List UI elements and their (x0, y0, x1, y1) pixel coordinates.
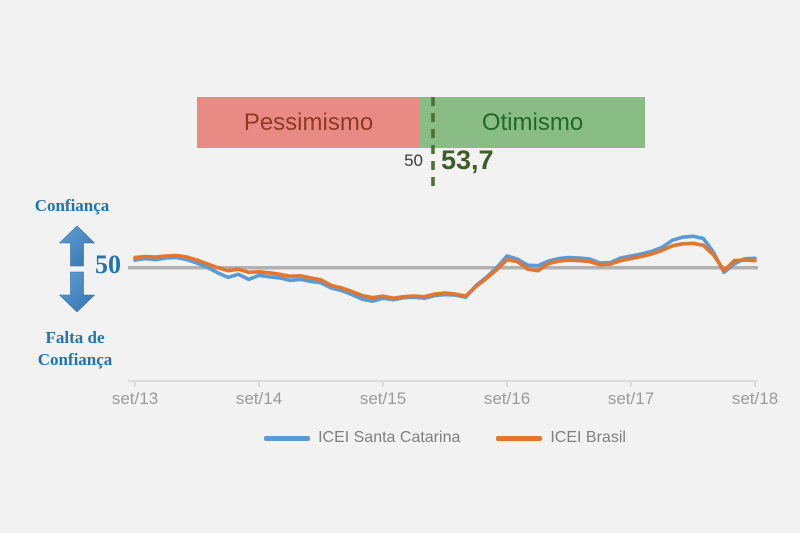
optimism-bar: Otimismo (420, 97, 645, 148)
trend-chart (128, 234, 758, 303)
x-axis-tick (506, 380, 508, 387)
legend-item-brasil: ICEI Brasil (496, 429, 626, 447)
x-axis-line (128, 380, 758, 382)
optimism-label: Otimismo (481, 108, 584, 136)
legend-swatch-santa-catarina (264, 435, 311, 441)
legend-swatch-brasil (496, 435, 543, 441)
series-line-icei-brasil (133, 241, 757, 300)
lack-of-confidence-label: Falta de Confiança (17, 327, 133, 371)
lack-of-confidence-line2: Confiança (37, 350, 113, 369)
lack-of-confidence-line1: Falta de (45, 328, 105, 347)
x-tick-label: set/13 (111, 389, 159, 408)
x-axis-tick (754, 380, 756, 387)
pessimism-label: Pessimismo (243, 108, 374, 136)
chart-legend: ICEI Santa Catarina ICEI Brasil (125, 429, 765, 447)
x-tick-label: set/16 (483, 389, 531, 408)
up-arrow-icon (59, 226, 95, 267)
x-tick-label: set/17 (607, 389, 655, 408)
x-axis-tick (382, 380, 384, 387)
x-tick-label: set/18 (731, 389, 779, 408)
confidence-label: Confiança (34, 196, 110, 215)
x-axis-tick (630, 380, 632, 387)
x-tick-label: set/15 (359, 389, 407, 408)
threshold-dashed-line-icon (431, 97, 435, 191)
legend-label-santa-catarina: ICEI Santa Catarina (318, 429, 461, 446)
x-tick-label: set/14 (235, 389, 283, 408)
pessimism-bar: Pessimismo (197, 97, 420, 148)
x-axis-tick (134, 380, 136, 387)
gauge-threshold-label: 50 (404, 151, 423, 170)
baseline-50-label: 50 (95, 250, 121, 279)
legend-label-brasil: ICEI Brasil (550, 429, 626, 446)
legend-item-santa-catarina: ICEI Santa Catarina (264, 429, 460, 447)
gauge-current-value: 53,7 (441, 145, 494, 175)
up-down-arrows-icon (59, 226, 95, 312)
x-axis-tick (258, 380, 260, 387)
down-arrow-icon (59, 271, 95, 312)
